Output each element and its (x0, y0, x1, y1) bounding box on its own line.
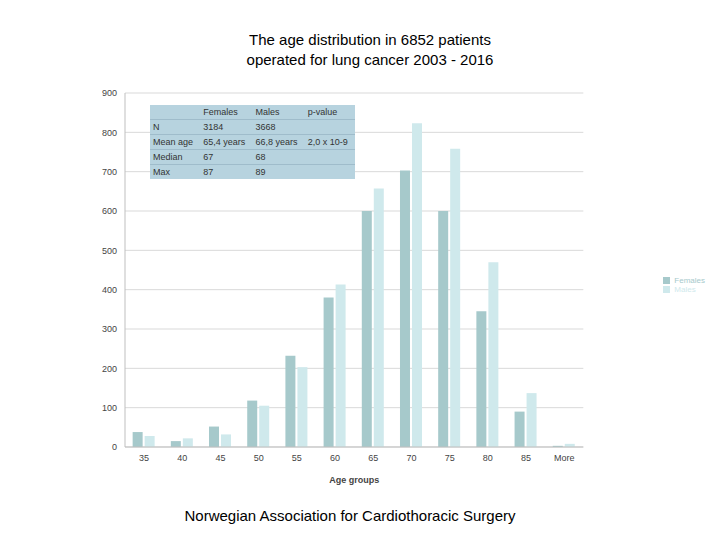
html-text:65,4 years: 65,4 years (203, 137, 246, 147)
svg-text:100: 100 (102, 403, 117, 413)
html-text:Males: Males (255, 107, 280, 117)
svg-text:600: 600 (102, 206, 117, 216)
svg-text:65: 65 (368, 453, 378, 463)
svg-text:500: 500 (102, 246, 117, 256)
html-text:66,8 years: 66,8 years (255, 137, 298, 147)
svg-text:0: 0 (112, 442, 117, 452)
svg-text:70: 70 (406, 453, 416, 463)
html-text:2,0 x 10-9: 2,0 x 10-9 (307, 137, 348, 147)
svg-text:60: 60 (330, 453, 340, 463)
svg-text:55: 55 (292, 453, 302, 463)
html-text:87: 87 (203, 167, 214, 177)
svg-text:Age groups: Age groups (329, 475, 379, 485)
svg-text:80: 80 (483, 453, 493, 463)
html-text:p-value: p-value (307, 107, 338, 117)
html-text:Females: Females (674, 276, 705, 285)
html-text:The age distribution in 6852 p: The age distribution in 6852 patients op… (246, 31, 494, 68)
svg-text:900: 900 (102, 88, 117, 98)
svg-text:400: 400 (102, 285, 117, 295)
html-text:3184: 3184 (203, 122, 224, 132)
svg-text:45: 45 (215, 453, 225, 463)
svg-text:35: 35 (139, 453, 149, 463)
html-text:Median: Median (153, 152, 183, 162)
html-text:89: 89 (255, 167, 266, 177)
svg-text:More: More (554, 453, 575, 463)
svg-text:50: 50 (254, 453, 264, 463)
html-text:Max: Max (153, 167, 170, 177)
html-text:68: 68 (255, 152, 266, 162)
svg-text:200: 200 (102, 364, 117, 374)
svg-text:40: 40 (177, 453, 187, 463)
svg-text:300: 300 (102, 324, 117, 334)
html-text:67: 67 (203, 152, 214, 162)
svg-text:700: 700 (102, 167, 117, 177)
html-text:N: N (153, 122, 160, 132)
html-text:Males: Males (674, 285, 696, 294)
svg-text:75: 75 (445, 453, 455, 463)
svg-text:85: 85 (521, 453, 531, 463)
html-text:Mean age: Mean age (153, 137, 193, 147)
html-text:3668: 3668 (255, 122, 276, 132)
html-text:Norwegian Association for Card: Norwegian Association for Cardiothoracic… (184, 507, 516, 524)
html-text:Females: Females (203, 107, 238, 117)
svg-text:800: 800 (102, 128, 117, 138)
